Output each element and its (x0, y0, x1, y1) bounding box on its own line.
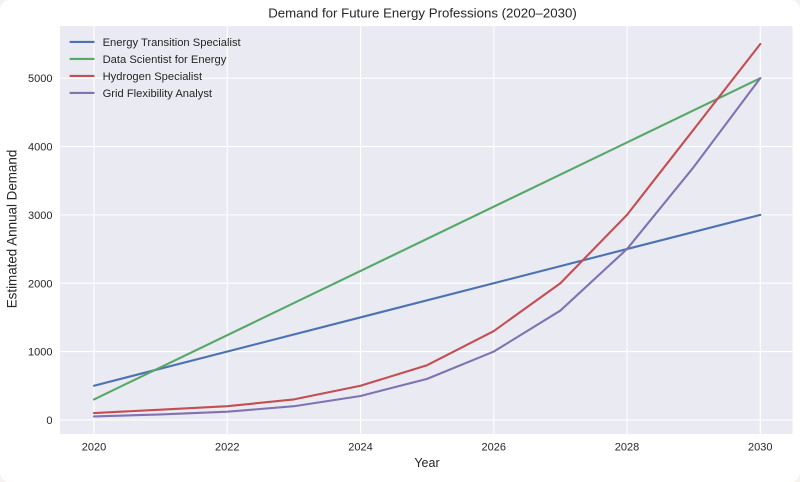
svg-text:3000: 3000 (28, 210, 52, 222)
svg-text:2028: 2028 (615, 441, 639, 453)
svg-text:Year: Year (414, 456, 439, 470)
svg-text:5000: 5000 (28, 73, 52, 85)
svg-text:2026: 2026 (482, 441, 506, 453)
svg-text:2024: 2024 (348, 441, 372, 453)
svg-text:2000: 2000 (28, 278, 52, 290)
svg-text:2020: 2020 (82, 441, 106, 453)
svg-text:Estimated Annual Demand: Estimated Annual Demand (5, 150, 20, 309)
svg-text:Energy Transition Specialist: Energy Transition Specialist (103, 37, 242, 49)
svg-text:0: 0 (46, 415, 52, 427)
svg-text:Demand for Future Energy Profe: Demand for Future Energy Professions (20… (268, 6, 577, 21)
svg-text:Hydrogen Specialist: Hydrogen Specialist (103, 71, 203, 83)
svg-text:4000: 4000 (28, 142, 52, 154)
svg-text:2030: 2030 (748, 441, 772, 453)
svg-text:Grid Flexibility Analyst: Grid Flexibility Analyst (103, 88, 213, 100)
svg-text:Data Scientist for Energy: Data Scientist for Energy (103, 54, 227, 66)
svg-text:2022: 2022 (215, 441, 239, 453)
svg-text:1000: 1000 (28, 347, 52, 359)
